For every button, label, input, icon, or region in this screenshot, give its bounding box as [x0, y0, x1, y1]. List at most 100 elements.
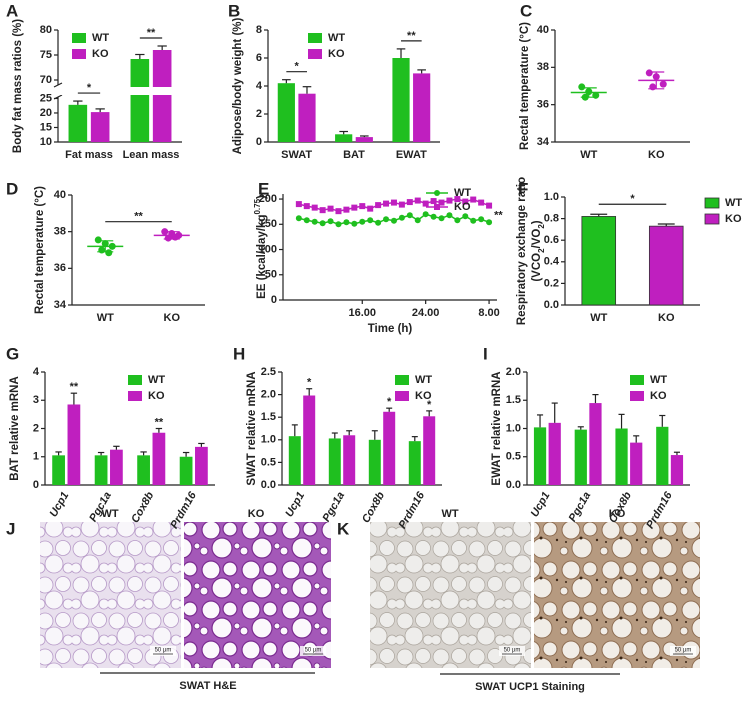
x-tick-label: 24.00 — [412, 307, 440, 319]
y-tick-label: 0.2 — [544, 277, 559, 289]
legend-swatch — [128, 375, 142, 385]
panel-label: H — [233, 344, 245, 363]
y-tick-label: 4 — [33, 366, 40, 378]
bar — [581, 216, 617, 306]
micrograph — [40, 522, 181, 668]
y-tick-label: 0.0 — [506, 479, 521, 491]
x-tick-label: Fat mass — [65, 149, 113, 161]
data-point — [430, 213, 437, 220]
bar — [94, 455, 108, 485]
significance-label: * — [87, 82, 92, 94]
data-point — [645, 69, 653, 77]
data-point — [470, 217, 477, 224]
image-title: KO — [248, 508, 265, 520]
bar — [383, 411, 396, 485]
data-point — [406, 212, 413, 219]
bar — [328, 438, 341, 485]
bar — [615, 428, 628, 485]
y-tick-label: 75 — [40, 49, 52, 61]
data-point — [311, 218, 318, 225]
y-tick-label: 38 — [54, 226, 66, 238]
y-axis-title-part: /VO — [531, 229, 543, 249]
data-point — [327, 218, 334, 225]
legend-swatch — [395, 375, 409, 385]
y-tick-label: 40 — [54, 189, 66, 201]
y-tick-label: 150 — [259, 218, 277, 230]
panel-label: G — [6, 344, 19, 363]
significance-label: * — [307, 377, 312, 389]
significance-label: * — [387, 396, 392, 408]
micrograph — [184, 522, 331, 668]
panel-label: J — [6, 519, 15, 538]
significance-label: * — [630, 193, 635, 205]
y-tick-label: 4 — [256, 80, 263, 92]
x-tick-label: BAT — [343, 149, 365, 161]
legend-label: KO — [454, 201, 471, 213]
bar — [179, 456, 193, 485]
y-tick-label: 0.6 — [544, 234, 559, 246]
legend-swatch — [72, 49, 86, 59]
panel-label: K — [337, 519, 350, 538]
scale-box — [150, 646, 176, 656]
legend-swatch — [308, 33, 322, 43]
x-tick-label: Cox8b — [360, 490, 387, 525]
y-tick-label: 2.0 — [261, 389, 276, 401]
y-tick-label: 1.0 — [506, 422, 521, 434]
bar — [52, 455, 65, 485]
legend-label: WT — [725, 197, 742, 209]
data-point — [351, 220, 358, 227]
data-point — [414, 217, 421, 224]
micrograph — [370, 522, 531, 668]
bar — [298, 93, 316, 142]
significance-label: ** — [407, 30, 416, 42]
legend-label: KO — [650, 390, 667, 402]
y-axis-title: EWAT relative mRNA — [491, 371, 503, 485]
legend-label: KO — [148, 390, 165, 402]
data-point — [295, 215, 302, 222]
data-point — [367, 205, 374, 212]
data-point — [406, 199, 413, 206]
data-point — [422, 211, 429, 218]
significance-label: ** — [155, 416, 164, 428]
x-tick-label: SWAT — [281, 149, 312, 161]
bar — [277, 83, 295, 142]
image-title: KO — [609, 508, 626, 520]
bar — [130, 59, 150, 142]
data-point — [478, 216, 485, 223]
data-point — [446, 197, 453, 204]
bar — [343, 435, 356, 485]
data-point — [486, 202, 493, 209]
data-point — [303, 217, 310, 224]
y-tick-label: 34 — [537, 136, 550, 148]
histology-k: K WT KO 50 µm 50 µm SWAT UCP1 Staining — [337, 508, 700, 693]
legend-swatch — [704, 197, 720, 209]
legend-swatch — [704, 213, 720, 225]
bar — [548, 422, 561, 485]
caption: SWAT H&E — [179, 680, 236, 692]
legend-swatch — [128, 391, 142, 401]
bar — [335, 134, 353, 142]
data-point — [414, 197, 421, 204]
x-tick-label: Cox8b — [129, 490, 156, 525]
image-title: WT — [101, 508, 118, 520]
y-axis-title: Body fat mass ratios (%) — [12, 19, 24, 153]
data-point — [367, 217, 374, 224]
scale-box — [499, 646, 525, 656]
y-tick-label: 0.4 — [544, 256, 560, 268]
legend-label: WT — [328, 32, 345, 44]
legend-swatch — [630, 375, 644, 385]
panel-label: D — [6, 179, 18, 198]
bar — [630, 442, 643, 485]
data-point — [98, 246, 106, 254]
data-point — [430, 198, 437, 205]
data-point — [359, 203, 366, 210]
y-axis-title-part: 2 — [537, 224, 546, 229]
data-point — [383, 216, 390, 223]
y-tick-label: 70 — [40, 74, 52, 86]
y-tick-label: 10 — [40, 136, 52, 148]
significance-label: * — [295, 61, 300, 73]
y-tick-label: 1.0 — [544, 191, 559, 203]
data-point — [454, 196, 461, 203]
panel-label: E — [258, 179, 269, 198]
